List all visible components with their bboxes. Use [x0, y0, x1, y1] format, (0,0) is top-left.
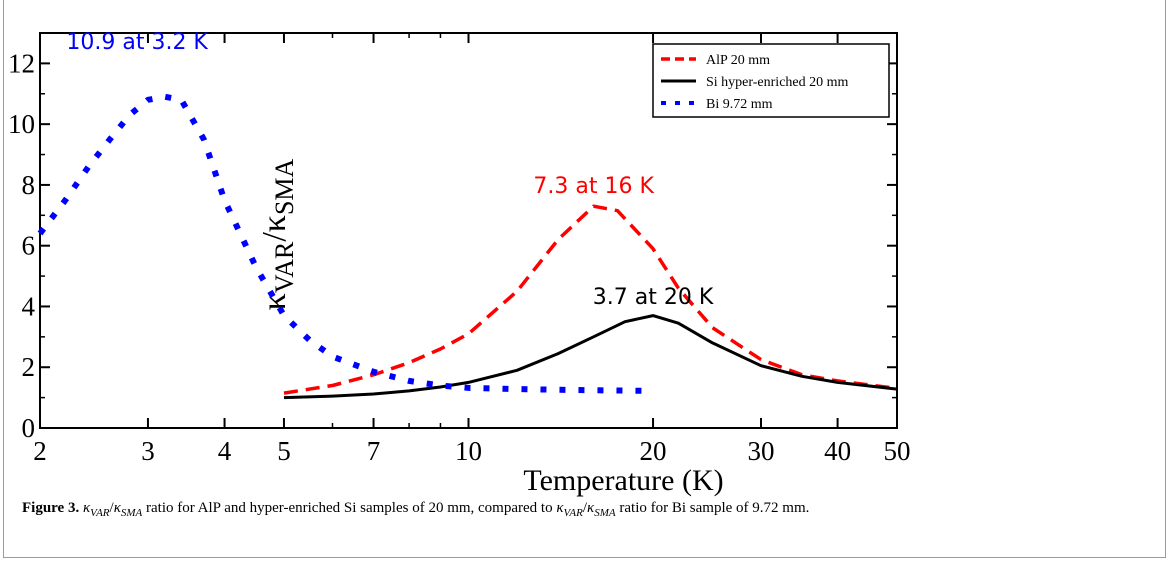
legend: AlP 20 mm Si hyper-enriched 20 mm Bi 9.72 …: [652, 43, 890, 118]
y-tick-label: 8: [22, 170, 36, 200]
legend-label-3: Bi 9.72 mm: [706, 97, 773, 112]
x-axis-label: Temperature (K): [523, 464, 723, 497]
annotations: 10.9 at 3.2 K 7.3 at 16 K 3.7 at 20 K: [66, 30, 713, 310]
y-tick-label: 2: [22, 352, 36, 382]
x-tick-label: 30: [747, 436, 774, 466]
y-tick-label: 6: [22, 231, 36, 261]
x-tick-label: 20: [640, 436, 667, 466]
y-axis-label: κVAR/κSMA: [256, 158, 299, 310]
caption-text: κVAR/κSMA ratio for AlP and hyper-enrich…: [82, 500, 810, 519]
y-tick-label: 4: [22, 291, 36, 321]
series-layer: [37, 93, 898, 400]
x-tick-label: 4: [218, 436, 232, 466]
x-tick-label: 5: [277, 436, 291, 466]
x-tick-label: 40: [824, 436, 851, 466]
figure-frame: [3, 0, 1166, 558]
x-tick-label: 7: [367, 436, 381, 466]
x-tick-label: 3: [141, 436, 155, 466]
x-tick-label: 2: [33, 436, 47, 466]
figure-caption: Figure 3. κVAR/κSMA ratio for AlP and hy…: [22, 500, 1152, 519]
y-tick-label: 10: [8, 109, 35, 139]
x-tick-label: 50: [884, 436, 911, 466]
series-line-3: [37, 93, 654, 394]
series-line-2: [283, 314, 898, 400]
annotation-1: 10.9 at 3.2 K: [66, 30, 208, 55]
series-line-1: [283, 204, 898, 395]
y-axis-label-text: κVAR/κSMA: [256, 158, 299, 310]
legend-label-1: AlP 20 mm: [706, 53, 770, 68]
x-tick-label: 10: [455, 436, 482, 466]
legend-label-2: Si hyper-enriched 20 mm: [706, 75, 849, 90]
annotation-2: 7.3 at 16 K: [533, 174, 654, 199]
annotation-3: 3.7 at 20 K: [593, 285, 714, 310]
y-tick-label: 0: [22, 413, 36, 443]
figure-label: Figure 3.: [22, 500, 80, 516]
y-tick-label: 12: [8, 48, 35, 78]
